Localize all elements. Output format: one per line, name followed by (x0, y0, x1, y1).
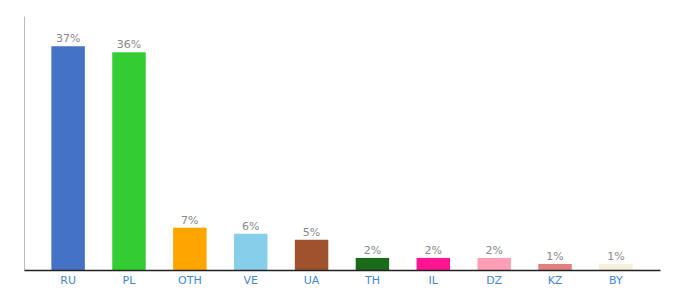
x-tick: TH (364, 270, 380, 287)
data-label: 2% (425, 244, 442, 257)
data-label: 1% (607, 250, 624, 263)
x-tick: PL (123, 270, 137, 287)
x-tick: KZ (548, 270, 563, 287)
data-label: 2% (364, 244, 381, 257)
x-tick: VE (243, 270, 258, 287)
x-tick-label: VE (243, 274, 258, 287)
chart-svg: RU PL OTH VE UA TH IL DZ KZ BY 37% 36% 7% 6% 5% 2% 2% 2% 1… (0, 0, 680, 300)
x-tick-label: TH (364, 274, 380, 287)
y-axis-line (24, 17, 25, 271)
bar (356, 258, 389, 270)
bar (173, 228, 206, 270)
data-labels: 37% 36% 7% 6% 5% 2% 2% 2% 1% 1% (56, 32, 625, 263)
data-label: 2% (485, 244, 502, 257)
x-axis: RU PL OTH VE UA TH IL DZ KZ BY (25, 270, 661, 287)
x-tick-label: DZ (486, 274, 502, 287)
data-label: 5% (303, 226, 320, 239)
bar (51, 46, 84, 270)
data-label: 7% (181, 214, 198, 227)
bars (51, 46, 632, 270)
data-label: 36% (117, 38, 141, 51)
bar (599, 264, 632, 270)
data-label: 6% (242, 220, 259, 233)
chart-container: RU PL OTH VE UA TH IL DZ KZ BY 37% 36% 7% 6% 5% 2% 2% 2% 1… (0, 0, 680, 300)
x-tick-label: OTH (178, 274, 202, 287)
x-tick-label: RU (60, 274, 76, 287)
x-tick-label: IL (429, 274, 439, 287)
x-tick: RU (60, 270, 76, 287)
data-label: 37% (56, 32, 80, 45)
x-tick-label: UA (304, 274, 320, 287)
x-tick: BY (609, 270, 623, 287)
x-tick: UA (304, 270, 320, 287)
x-tick-label: KZ (548, 274, 563, 287)
bar (295, 240, 328, 270)
bar (477, 258, 510, 270)
x-tick: OTH (178, 270, 202, 287)
bar (538, 264, 571, 270)
x-tick: IL (429, 270, 439, 287)
plot-area: RU PL OTH VE UA TH IL DZ KZ BY 37% 36% 7% 6% 5% 2% 2% 2% 1… (25, 17, 661, 287)
x-tick-label: BY (609, 274, 623, 287)
y-axis (24, 17, 25, 271)
x-axis-line (25, 270, 661, 272)
bar (417, 258, 450, 270)
data-label: 1% (546, 250, 563, 263)
bar (112, 52, 145, 270)
x-tick: DZ (486, 270, 502, 287)
x-tick-label: PL (123, 274, 137, 287)
bar (234, 234, 267, 270)
